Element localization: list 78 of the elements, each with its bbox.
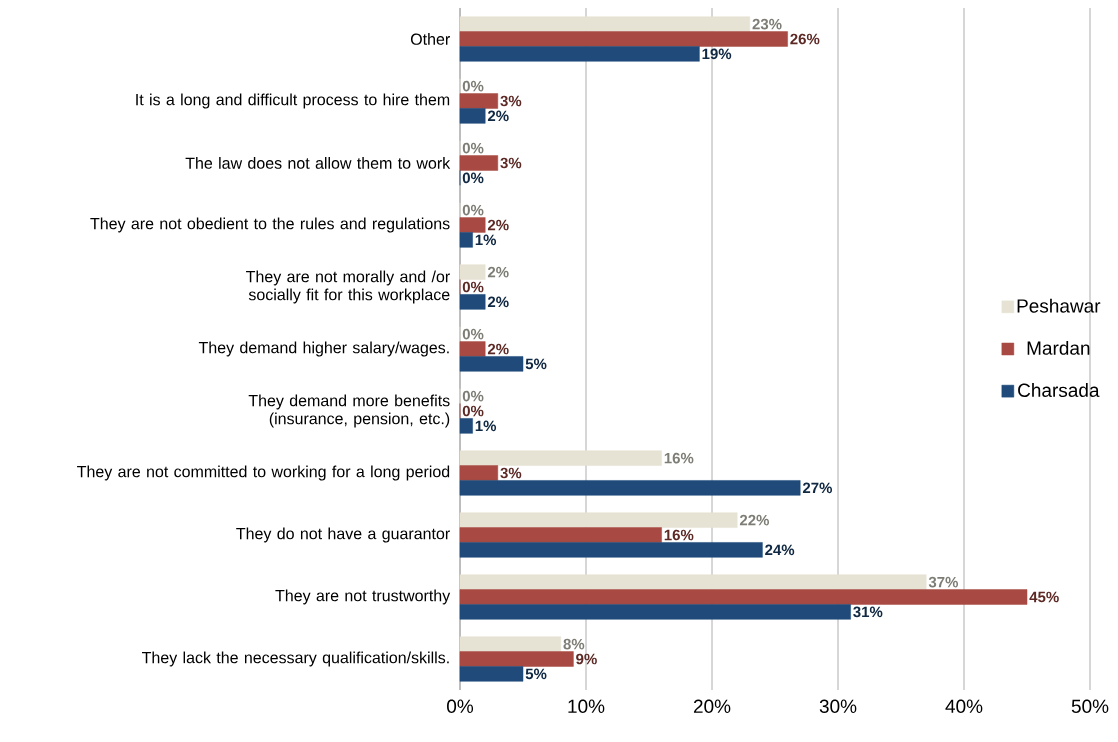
y-tick-label: They are not obedient to the rules and regulations <box>90 217 450 233</box>
y-tick-label: They are not morally and /or socially fit for this workplace <box>246 270 450 304</box>
bar <box>459 465 499 481</box>
legend-label: Mardan <box>1027 340 1090 355</box>
data-label: 26% <box>790 33 820 45</box>
data-label: 2% <box>487 219 509 231</box>
bar <box>459 527 662 543</box>
y-tick-label: They do not have a guarantor <box>236 527 450 543</box>
data-label: 1% <box>475 420 497 432</box>
data-label: 27% <box>802 482 833 494</box>
bar <box>459 512 738 528</box>
data-label: 0% <box>462 328 484 340</box>
data-label: 0% <box>462 405 484 417</box>
data-label: 3% <box>500 467 522 479</box>
data-label: 5% <box>525 358 547 370</box>
data-label: 5% <box>525 668 547 680</box>
bar <box>459 264 486 280</box>
bar <box>459 450 662 466</box>
data-label: 23% <box>752 18 782 30</box>
bar <box>459 93 499 109</box>
bar <box>459 636 562 652</box>
data-label: 31% <box>853 606 883 618</box>
data-label: 16% <box>664 452 694 464</box>
bar <box>459 16 751 32</box>
data-label: 2% <box>487 343 509 355</box>
data-label: 1% <box>475 234 497 246</box>
bar <box>459 31 788 47</box>
y-tick-label: They lack the necessary qualification/skills. <box>142 651 449 667</box>
data-label: 0% <box>462 281 484 293</box>
data-label: 3% <box>500 157 522 169</box>
bar <box>459 542 763 558</box>
bar <box>459 46 700 62</box>
data-label: 45% <box>1029 591 1059 603</box>
y-tick-label: They are not trustworthy <box>275 589 451 605</box>
x-tick-label: 0% <box>447 699 474 713</box>
bar <box>459 666 524 682</box>
data-label: 0% <box>462 142 484 154</box>
bar <box>459 294 486 310</box>
y-tick-label: It is a long and difficult process to hire them <box>136 93 450 109</box>
bar <box>459 589 1028 605</box>
data-label: 8% <box>563 638 585 650</box>
bar <box>459 574 927 590</box>
y-tick-label: They demand higher salary/wages. <box>198 341 449 357</box>
data-label: 3% <box>500 95 522 107</box>
data-label: 0% <box>462 80 484 92</box>
x-tick-label: 40% <box>945 699 983 713</box>
y-tick-label: The law does not allow them to work <box>185 157 451 169</box>
data-label: 0% <box>462 204 484 216</box>
y-tick-label: Other <box>410 33 450 45</box>
bar <box>459 418 473 434</box>
x-tick-label: 10% <box>568 699 605 713</box>
bar <box>459 217 486 233</box>
data-label: 37% <box>928 576 959 588</box>
data-label: 19% <box>702 48 732 60</box>
data-label: 2% <box>487 296 509 308</box>
data-label: 0% <box>462 390 484 402</box>
x-tick-label: 20% <box>693 699 731 713</box>
data-label: 2% <box>487 266 509 278</box>
data-label: 16% <box>664 529 694 541</box>
legend-label: Peshawar <box>1017 298 1101 313</box>
y-tick-label: They demand more benefits (insurance, pension, etc.) <box>248 394 450 428</box>
data-label: 22% <box>739 514 770 526</box>
data-label: 24% <box>765 544 795 556</box>
bar <box>459 651 574 667</box>
bar <box>459 155 499 171</box>
bar <box>459 108 486 124</box>
x-tick-label: 50% <box>1071 699 1109 713</box>
legend-label: Charsada <box>1018 383 1100 398</box>
bar <box>459 356 524 372</box>
bar <box>459 232 473 248</box>
data-label: 2% <box>487 110 509 122</box>
data-label: 0% <box>462 172 484 184</box>
data-label: 9% <box>576 653 597 665</box>
x-tick-label: 30% <box>819 699 857 713</box>
bar <box>459 480 801 496</box>
y-tick-label: They are not committed to working for a long period <box>77 465 450 481</box>
bar <box>459 604 851 620</box>
bar <box>459 341 486 357</box>
